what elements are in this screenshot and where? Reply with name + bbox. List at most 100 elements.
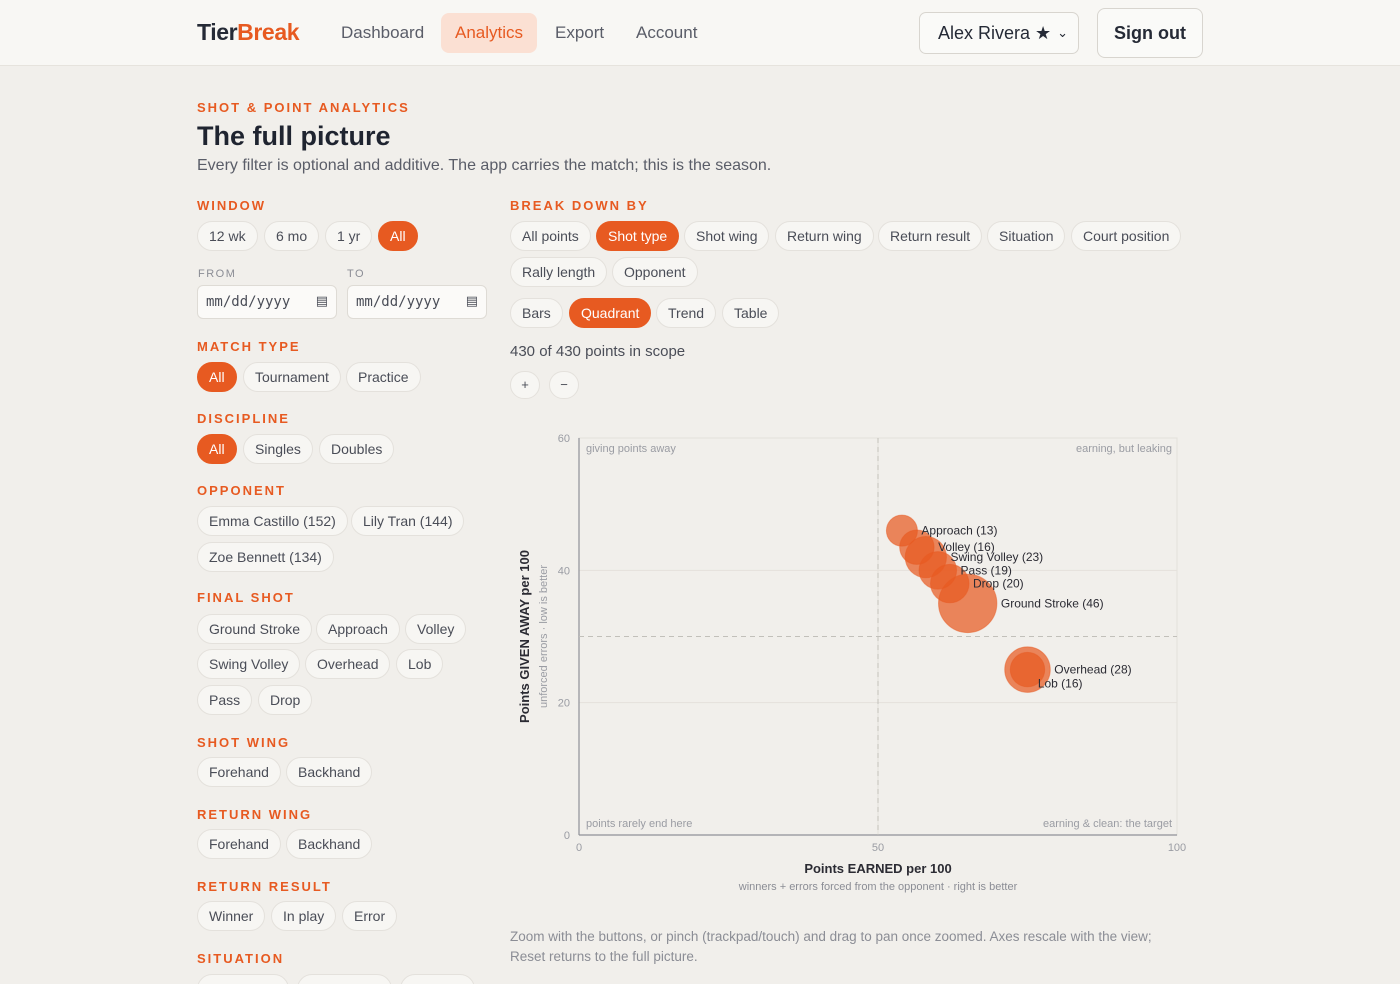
- x-axis-title: Points EARNED per 100: [804, 861, 951, 876]
- data-label: Ground Stroke (46): [1001, 596, 1104, 610]
- page-subtitle: Every filter is optional and additive. T…: [197, 157, 772, 174]
- view-bars[interactable]: Bars: [510, 298, 563, 328]
- y-tick-label: 0: [564, 830, 570, 842]
- data-label: Swing Volley (23): [950, 550, 1043, 564]
- situation-option-3[interactable]: [400, 974, 475, 984]
- breakdown-rally-length[interactable]: Rally length: [510, 257, 608, 287]
- page-title: The full picture: [197, 121, 391, 151]
- logo-text-a: Tier: [197, 19, 238, 45]
- x-tick-label: 0: [576, 842, 582, 854]
- situation-label: SITUATION: [197, 951, 285, 966]
- nav-analytics[interactable]: Analytics: [441, 13, 538, 53]
- window-12wk[interactable]: 12 wk: [197, 221, 258, 251]
- shot-wing-forehand[interactable]: Forehand: [197, 757, 281, 787]
- shot-wing-label: SHOT WING: [197, 735, 291, 750]
- breakdown-return-wing[interactable]: Return wing: [775, 221, 874, 251]
- to-label: TO: [347, 268, 366, 280]
- zoom-out-button[interactable]: −: [549, 371, 579, 399]
- page-eyebrow: SHOT & POINT ANALYTICS: [197, 100, 410, 115]
- logo-text-b: Break: [237, 19, 300, 45]
- breakdown-shot-wing[interactable]: Shot wing: [684, 221, 770, 251]
- x-tick-label: 100: [1168, 842, 1186, 854]
- y-tick-label: 60: [558, 433, 570, 445]
- return-wing-forehand[interactable]: Forehand: [197, 829, 281, 859]
- nav-account[interactable]: Account: [636, 23, 698, 42]
- final-shot-approach[interactable]: Approach: [316, 614, 400, 644]
- situation-option-2[interactable]: [297, 974, 392, 984]
- data-label: Approach (13): [921, 524, 997, 538]
- from-date-input[interactable]: mm/dd/yyyy ▤: [197, 285, 337, 319]
- user-select[interactable]: Alex Rivera ★ ⌄: [919, 12, 1079, 54]
- breakdown-situation[interactable]: Situation: [987, 221, 1066, 251]
- from-label: FROM: [198, 268, 237, 280]
- window-all[interactable]: All: [378, 221, 418, 251]
- y-tick-label: 40: [558, 565, 570, 577]
- final-shot-swing-volley[interactable]: Swing Volley: [197, 649, 301, 679]
- situation-option-1[interactable]: [197, 974, 289, 984]
- match-type-practice[interactable]: Practice: [346, 362, 421, 392]
- return-result-in-play[interactable]: In play: [271, 901, 337, 931]
- data-point: [1009, 651, 1046, 688]
- data-label: Overhead (28): [1054, 663, 1131, 677]
- quadrant-label-bottom-right: earning & clean: the target: [1043, 818, 1172, 830]
- view-quadrant[interactable]: Quadrant: [569, 298, 652, 328]
- y-axis-title: Points GIVEN AWAY per 100: [517, 550, 532, 723]
- opponent-zoe-bennett[interactable]: Zoe Bennett (134): [197, 542, 334, 572]
- discipline-doubles[interactable]: Doubles: [319, 434, 395, 464]
- calendar-icon[interactable]: ▤: [465, 294, 478, 309]
- data-label: Lob (16): [1038, 677, 1083, 691]
- y-axis-subtitle: unforced errors · low is better: [538, 565, 550, 708]
- data-label: Drop (20): [973, 577, 1024, 591]
- return-result-error[interactable]: Error: [342, 901, 398, 931]
- calendar-icon[interactable]: ▤: [315, 294, 328, 309]
- window-1yr[interactable]: 1 yr: [325, 221, 373, 251]
- window-label: WINDOW: [197, 198, 267, 213]
- final-shot-label: FINAL SHOT: [197, 590, 295, 605]
- match-type-all[interactable]: All: [197, 362, 237, 392]
- discipline-singles[interactable]: Singles: [243, 434, 313, 464]
- discipline-all[interactable]: All: [197, 434, 237, 464]
- logo[interactable]: TierBreak: [197, 19, 300, 46]
- breakdown-shot-type[interactable]: Shot type: [596, 221, 680, 251]
- final-shot-drop[interactable]: Drop: [258, 685, 313, 715]
- nav-export[interactable]: Export: [555, 23, 605, 42]
- window-6mo[interactable]: 6 mo: [264, 221, 320, 251]
- x-axis-subtitle: winners + errors forced from the opponen…: [738, 881, 1018, 893]
- quadrant-label-bottom-left: points rarely end here: [586, 818, 692, 830]
- opponent-lily-tran[interactable]: Lily Tran (144): [351, 506, 465, 536]
- return-result-winner[interactable]: Winner: [197, 901, 266, 931]
- return-result-label: RETURN RESULT: [197, 879, 332, 894]
- breakdown-return-result[interactable]: Return result: [878, 221, 983, 251]
- sign-out-button[interactable]: Sign out: [1097, 8, 1203, 58]
- final-shot-ground-stroke[interactable]: Ground Stroke: [197, 614, 313, 644]
- breakdown-label: BREAK DOWN BY: [510, 198, 649, 213]
- return-wing-backhand[interactable]: Backhand: [286, 829, 373, 859]
- breakdown-court-position[interactable]: Court position: [1071, 221, 1182, 251]
- shot-wing-backhand[interactable]: Backhand: [286, 757, 373, 787]
- nav-dashboard[interactable]: Dashboard: [341, 23, 425, 42]
- chart-help-text: Zoom with the buttons, or pinch (trackpa…: [510, 929, 1152, 964]
- final-shot-lob[interactable]: Lob: [396, 649, 444, 679]
- data-point: [918, 551, 958, 590]
- view-trend[interactable]: Trend: [656, 298, 717, 328]
- final-shot-pass[interactable]: Pass: [197, 685, 253, 715]
- return-wing-label: RETURN WING: [197, 807, 313, 822]
- match-type-tournament[interactable]: Tournament: [243, 362, 341, 392]
- scope-count: 430 of 430 points in scope: [510, 343, 686, 360]
- chevron-down-icon: ⌄: [1057, 25, 1068, 40]
- zoom-in-button[interactable]: +: [510, 371, 540, 399]
- view-table[interactable]: Table: [722, 298, 780, 328]
- user-name: Alex Rivera ★: [938, 23, 1052, 43]
- opponent-emma-castillo[interactable]: Emma Castillo (152): [197, 506, 348, 536]
- to-date-input[interactable]: mm/dd/yyyy ▤: [347, 285, 487, 319]
- breakdown-opponent[interactable]: Opponent: [612, 257, 698, 287]
- quadrant-label-top-right: earning, but leaking: [1076, 443, 1172, 455]
- breakdown-all-points[interactable]: All points: [510, 221, 591, 251]
- final-shot-overhead[interactable]: Overhead: [305, 649, 391, 679]
- quadrant-chart[interactable]: 0 20 40 60 0 50 100 giving points away earning, …: [500, 420, 1220, 910]
- from-placeholder: mm/dd/yyyy: [206, 294, 291, 310]
- data-label: Volley (16): [938, 540, 995, 554]
- discipline-label: DISCIPLINE: [197, 411, 290, 426]
- match-type-label: MATCH TYPE: [197, 339, 301, 354]
- final-shot-volley[interactable]: Volley: [405, 614, 467, 644]
